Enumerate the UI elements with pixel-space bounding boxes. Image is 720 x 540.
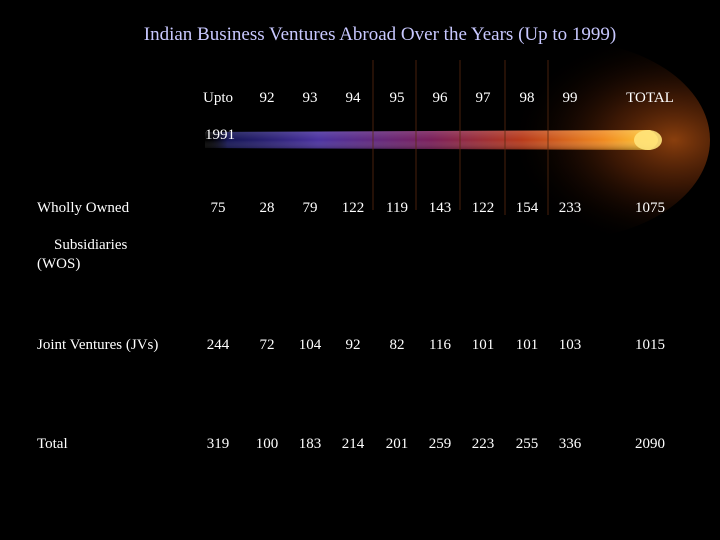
table-cell: 100 bbox=[255, 436, 279, 452]
table-cell: 244 bbox=[206, 337, 230, 353]
table-cell: 1015 bbox=[635, 337, 665, 353]
table-cell: 319 bbox=[206, 436, 230, 452]
table-cell: 214 bbox=[341, 436, 365, 452]
column-header-98: 98 bbox=[519, 90, 535, 106]
column-header-97: 97 bbox=[475, 90, 491, 106]
column-header-99: 99 bbox=[562, 90, 578, 106]
table-cell: 116 bbox=[429, 337, 451, 353]
table-cell: 223 bbox=[471, 436, 495, 452]
table-cell: 255 bbox=[515, 436, 539, 452]
column-header-1991: 1991 bbox=[205, 127, 235, 143]
column-header-95: 95 bbox=[389, 90, 405, 106]
table-cell: 1075 bbox=[635, 200, 665, 216]
table-cell: 143 bbox=[428, 200, 452, 216]
table-cell: 72 bbox=[259, 337, 275, 353]
column-header-upto: Upto bbox=[203, 90, 233, 106]
table-cell: 336 bbox=[558, 436, 582, 452]
table-cell: 75 bbox=[210, 200, 226, 216]
table-cell: 122 bbox=[341, 200, 365, 216]
table-cell: 103 bbox=[558, 337, 582, 353]
table-cell: 201 bbox=[385, 436, 409, 452]
table-cell: 233 bbox=[558, 200, 582, 216]
table-cell: 119 bbox=[386, 200, 408, 216]
table-cell: 154 bbox=[515, 200, 539, 216]
table-cell: 92 bbox=[345, 337, 361, 353]
table-cell: 104 bbox=[298, 337, 322, 353]
row-label-wos-line3: (WOS) bbox=[37, 256, 81, 272]
column-header-total: TOTAL bbox=[626, 90, 674, 106]
row-label-wos-line1: Wholly Owned bbox=[37, 200, 130, 216]
table-cell: 122 bbox=[471, 200, 495, 216]
table-cell: 101 bbox=[471, 337, 495, 353]
column-header-93: 93 bbox=[302, 90, 318, 106]
table-cell: 79 bbox=[302, 200, 318, 216]
slide-title: Indian Business Ventures Abroad Over the… bbox=[143, 24, 617, 45]
table-cell: 101 bbox=[515, 337, 539, 353]
table-cell: 28 bbox=[259, 200, 275, 216]
table-cell: 183 bbox=[298, 436, 322, 452]
row-label-total: Total bbox=[37, 436, 68, 452]
column-header-92: 92 bbox=[259, 90, 275, 106]
column-header-94: 94 bbox=[345, 90, 361, 106]
table-cell: 2090 bbox=[635, 436, 665, 452]
row-label-wos-line2: Subsidiaries bbox=[54, 237, 128, 253]
table-cell: 259 bbox=[428, 436, 452, 452]
column-header-96: 96 bbox=[432, 90, 448, 106]
row-label-jv: Joint Ventures (JVs) bbox=[37, 337, 159, 353]
table-cell: 82 bbox=[389, 337, 405, 353]
